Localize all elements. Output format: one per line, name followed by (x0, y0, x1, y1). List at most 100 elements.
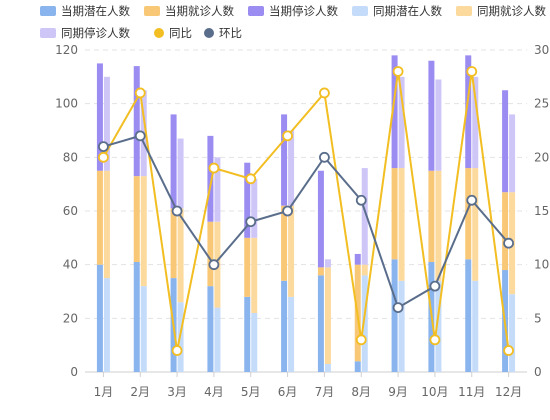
line-point (98, 141, 109, 153)
bar (170, 208, 177, 279)
x-tick-label: 8月 (351, 385, 371, 399)
bar (244, 162, 251, 238)
legend-label: 当期停诊人数 (269, 4, 338, 18)
bar (509, 114, 516, 193)
bar (214, 157, 221, 222)
bar (398, 168, 405, 281)
x-tick-label: 7月 (315, 385, 335, 399)
bar (435, 79, 442, 171)
legend-item[interactable]: 同期就诊人数 (456, 3, 546, 19)
bar (140, 176, 147, 287)
legend-item[interactable]: 同期停诊人数 (40, 25, 130, 41)
line-point (466, 194, 478, 206)
bar (354, 253, 361, 265)
legend-label: 同期停诊人数 (61, 26, 130, 40)
legend-item[interactable]: 同期潜在人数 (352, 3, 442, 19)
bar (281, 114, 288, 206)
bar (281, 205, 288, 281)
line-point (245, 173, 257, 185)
legend-label: 环比 (219, 26, 242, 40)
y-left-tick-label: 20 (63, 311, 78, 325)
bar (398, 280, 405, 372)
line-point (134, 87, 146, 99)
bar (133, 176, 140, 262)
bar (251, 237, 258, 313)
bar (103, 170, 110, 279)
legend-swatch (40, 28, 56, 38)
bar (251, 178, 258, 238)
bar (509, 294, 516, 372)
bar (96, 63, 103, 171)
line-point (171, 345, 183, 356)
legend-label: 同期潜在人数 (373, 4, 442, 18)
bar (428, 60, 435, 171)
bar (288, 130, 295, 206)
bar (472, 280, 479, 372)
line-point (503, 237, 514, 249)
bar (398, 76, 405, 169)
bar (391, 168, 398, 260)
bar (354, 361, 361, 372)
x-tick-label: 1月 (94, 385, 114, 399)
bar (324, 363, 331, 372)
y-right-tick-label: 10 (534, 258, 549, 272)
series-line (103, 134, 510, 310)
line-point (392, 302, 404, 314)
bar (207, 221, 214, 287)
line-point (319, 151, 330, 163)
bar (170, 114, 177, 209)
bar (288, 205, 295, 297)
bar (465, 55, 472, 169)
y-left-tick-label: 80 (63, 150, 78, 164)
bar (103, 278, 110, 372)
bar (207, 135, 214, 222)
legend-swatch (352, 6, 368, 16)
legend-item[interactable]: 当期停诊人数 (248, 3, 338, 19)
line-point (355, 194, 367, 206)
bar (472, 168, 479, 281)
legend-item[interactable]: 同比 (154, 25, 192, 41)
bar (317, 267, 324, 276)
line-point (355, 334, 367, 346)
bar (133, 66, 140, 177)
bar (251, 312, 258, 372)
line-point (282, 205, 293, 217)
line-point (245, 216, 257, 228)
legend-item[interactable]: 当期潜在人数 (40, 3, 130, 19)
bar (244, 237, 251, 297)
bar (96, 170, 103, 265)
bar (502, 192, 509, 271)
y-right-tick-label: 5 (534, 311, 542, 325)
line-point (429, 334, 441, 346)
bar (428, 170, 435, 262)
bar (133, 261, 140, 372)
x-tick-label: 9月 (388, 385, 408, 399)
legend-item[interactable]: 当期就诊人数 (144, 3, 234, 19)
legend-swatch (204, 28, 214, 38)
line-point (208, 259, 220, 271)
legend-swatch (144, 6, 160, 16)
series-line (102, 71, 510, 351)
x-tick-label: 6月 (278, 385, 298, 399)
y-left-tick-label: 0 (70, 365, 78, 379)
bar (435, 280, 442, 372)
bar (324, 259, 331, 268)
bar (214, 307, 221, 372)
bar (465, 259, 472, 372)
legend-swatch (248, 6, 264, 16)
legend-item[interactable]: 环比 (204, 25, 242, 41)
line-point (282, 130, 293, 142)
y-left-tick-label: 100 (55, 97, 78, 111)
bar (435, 170, 442, 281)
bar (96, 264, 103, 372)
y-right-tick-label: 25 (534, 97, 549, 111)
bar (324, 267, 331, 364)
line-point (466, 66, 478, 77)
bar (281, 280, 288, 372)
bar (465, 168, 472, 260)
line-point (98, 151, 109, 163)
bar (361, 168, 368, 265)
bar (361, 275, 368, 372)
y-right-tick-label: 30 (534, 43, 549, 57)
y-right-tick-label: 0 (534, 365, 542, 379)
